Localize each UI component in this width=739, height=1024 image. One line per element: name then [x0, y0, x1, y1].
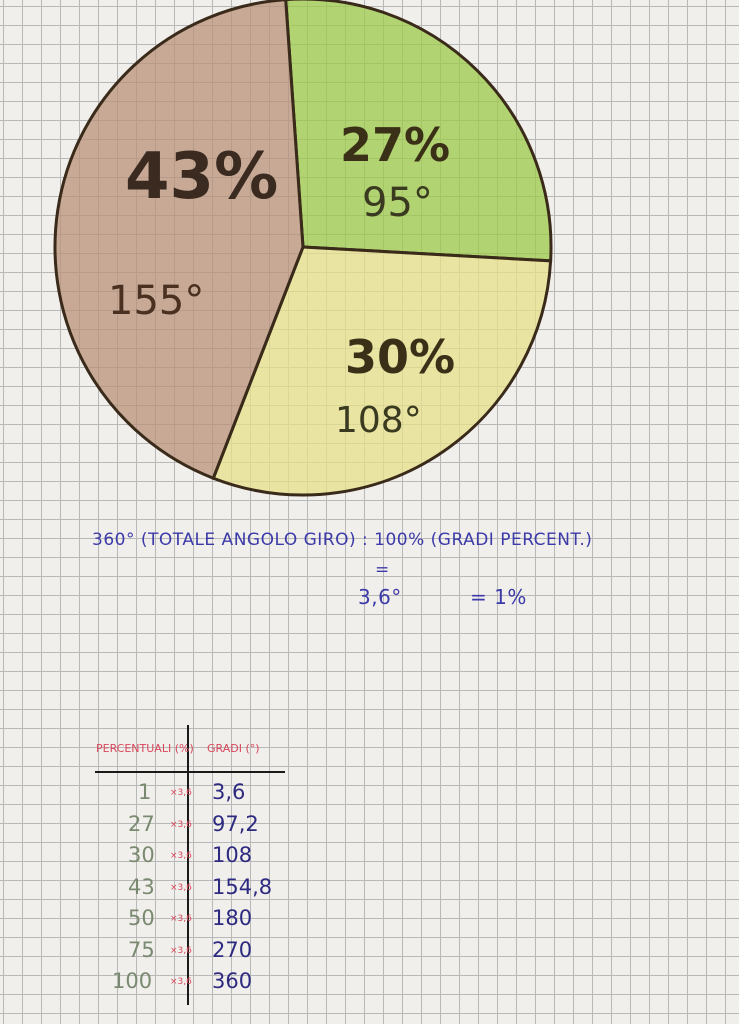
degrees-value: 97,2	[212, 811, 259, 836]
degrees-value: 154,8	[212, 874, 273, 899]
slice-label-degrees-green: 95°	[362, 180, 433, 226]
multiply-operator: ×3,6	[170, 882, 192, 893]
table-header-percent: PERCENTUALI (%)	[96, 742, 194, 755]
slice-label-degrees-yellow: 108°	[335, 400, 422, 441]
percent-value: 1	[138, 780, 152, 804]
multiply-operator: ×3,6	[170, 914, 192, 924]
slice-label-degrees-brown: 155°	[108, 278, 205, 324]
multiply-operator: ×3,6	[170, 819, 192, 830]
table-vertical-line	[187, 725, 189, 1005]
note-line-1: 360° (TOTALE ANGOLO GIRO) : 100% (GRADI …	[92, 530, 593, 550]
multiply-operator: ×3,6	[170, 788, 192, 798]
slice-label-percent-brown: 43%	[125, 140, 279, 214]
slice-label-percent-green: 27%	[340, 118, 451, 172]
percent-value: 75	[128, 937, 155, 962]
percent-value: 30	[128, 843, 155, 867]
table-horizontal-line	[95, 771, 285, 773]
slice-label-percent-yellow: 30%	[345, 330, 456, 384]
pie-slice-1	[211, 245, 553, 497]
percent-value: 43	[128, 874, 155, 899]
pie-slice-2	[53, 0, 305, 481]
percent-value: 100	[112, 969, 153, 993]
note-equals: =	[375, 560, 390, 580]
table-header-degrees: GRADI (°)	[207, 742, 260, 755]
multiply-operator: ×3,6	[170, 945, 192, 956]
degrees-value: 360	[212, 969, 253, 993]
note-line-2b: = 1%	[470, 585, 527, 609]
pie-chart	[53, 0, 553, 497]
percent-value: 27	[128, 811, 155, 836]
multiply-operator: ×3,6	[170, 977, 192, 987]
degrees-value: 270	[212, 937, 253, 962]
degrees-value: 108	[212, 843, 253, 867]
percent-value: 50	[128, 906, 155, 930]
degrees-value: 3,6	[212, 780, 246, 804]
degrees-value: 180	[212, 906, 253, 930]
note-line-2: 3,6°	[358, 585, 402, 609]
multiply-operator: ×3,6	[170, 851, 192, 861]
pie-slice-0	[284, 0, 553, 263]
